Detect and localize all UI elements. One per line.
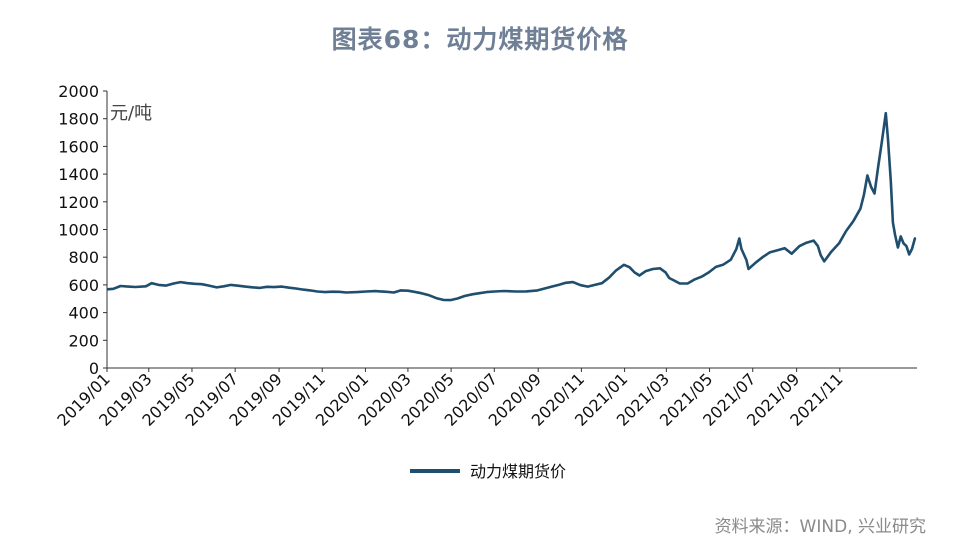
y-tick-label: 1800: [58, 110, 99, 129]
chart-title: 图表68：动力煤期货价格: [331, 25, 629, 54]
plot-area: [106, 111, 917, 302]
legend: 动力煤期货价: [410, 462, 566, 481]
legend-label: 动力煤期货价: [470, 462, 566, 481]
source-note: 资料来源：WIND, 兴业研究: [714, 517, 926, 537]
series-line: [106, 111, 917, 302]
y-tick-label: 1200: [58, 193, 99, 212]
unit-label: 元/吨: [110, 103, 152, 124]
y-tick-label: 1400: [58, 165, 99, 184]
axes-group: 0200400600800100012001400160018002000201…: [53, 82, 917, 430]
y-tick-label: 800: [68, 248, 99, 267]
y-tick-label: 1600: [58, 137, 99, 156]
y-tick-label: 0: [89, 359, 99, 378]
y-tick-label: 400: [68, 304, 99, 323]
y-tick-label: 2000: [58, 82, 99, 101]
y-tick-label: 1000: [58, 221, 99, 240]
y-tick-label: 200: [68, 331, 99, 350]
y-tick-label: 600: [68, 276, 99, 295]
